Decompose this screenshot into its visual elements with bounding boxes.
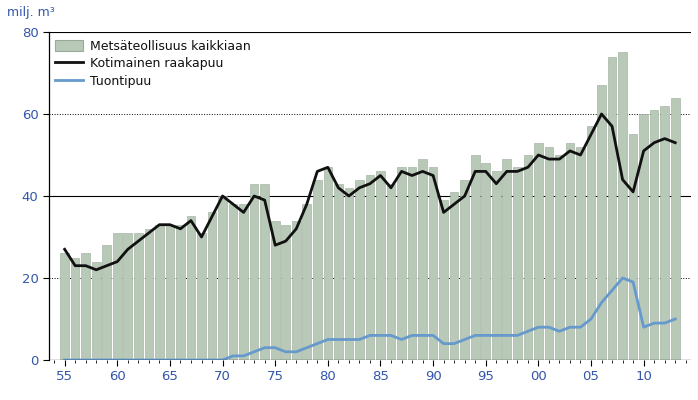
Bar [218, 196, 227, 360]
Bar [302, 204, 311, 360]
Text: milj. m³: milj. m³ [7, 6, 55, 19]
Bar [313, 180, 322, 360]
Bar [555, 155, 564, 360]
Bar [113, 233, 121, 360]
Bar [450, 192, 459, 360]
Bar [639, 114, 648, 360]
Bar [134, 233, 142, 360]
Bar [576, 147, 585, 360]
Bar [524, 155, 532, 360]
Bar [250, 184, 258, 360]
Bar [82, 254, 90, 360]
Bar [281, 225, 290, 360]
Bar [323, 167, 332, 360]
Bar [292, 221, 301, 360]
Bar [408, 167, 417, 360]
Bar [660, 106, 669, 360]
Bar [186, 216, 195, 360]
Bar [471, 155, 480, 360]
Bar [482, 163, 490, 360]
Bar [492, 171, 500, 360]
Bar [92, 262, 101, 360]
Bar [671, 98, 680, 360]
Bar [461, 180, 469, 360]
Bar [229, 204, 237, 360]
Bar [565, 143, 574, 360]
Bar [439, 200, 448, 360]
Bar [629, 134, 637, 360]
Bar [103, 245, 111, 360]
Bar [597, 85, 606, 360]
Bar [418, 159, 427, 360]
Bar [165, 225, 174, 360]
Bar [376, 171, 385, 360]
Bar [366, 176, 374, 360]
Bar [176, 225, 185, 360]
Bar [355, 180, 364, 360]
Bar [144, 229, 153, 360]
Bar [397, 167, 406, 360]
Bar [71, 258, 80, 360]
Bar [124, 233, 132, 360]
Bar [345, 188, 353, 360]
Bar [260, 184, 269, 360]
Bar [387, 184, 395, 360]
Bar [429, 167, 438, 360]
Bar [544, 147, 554, 360]
Bar [334, 184, 343, 360]
Bar [239, 204, 248, 360]
Bar [271, 221, 279, 360]
Bar [503, 159, 511, 360]
Bar [650, 110, 658, 360]
Bar [587, 126, 595, 360]
Legend: Metsäteollisuus kaikkiaan, Kotimainen raakapuu, Tuontipuu: Metsäteollisuus kaikkiaan, Kotimainen ra… [55, 40, 251, 88]
Bar [618, 52, 627, 360]
Bar [608, 56, 616, 360]
Bar [60, 254, 69, 360]
Bar [208, 212, 216, 360]
Bar [155, 225, 164, 360]
Bar [513, 167, 521, 360]
Bar [534, 143, 542, 360]
Bar [198, 233, 206, 360]
